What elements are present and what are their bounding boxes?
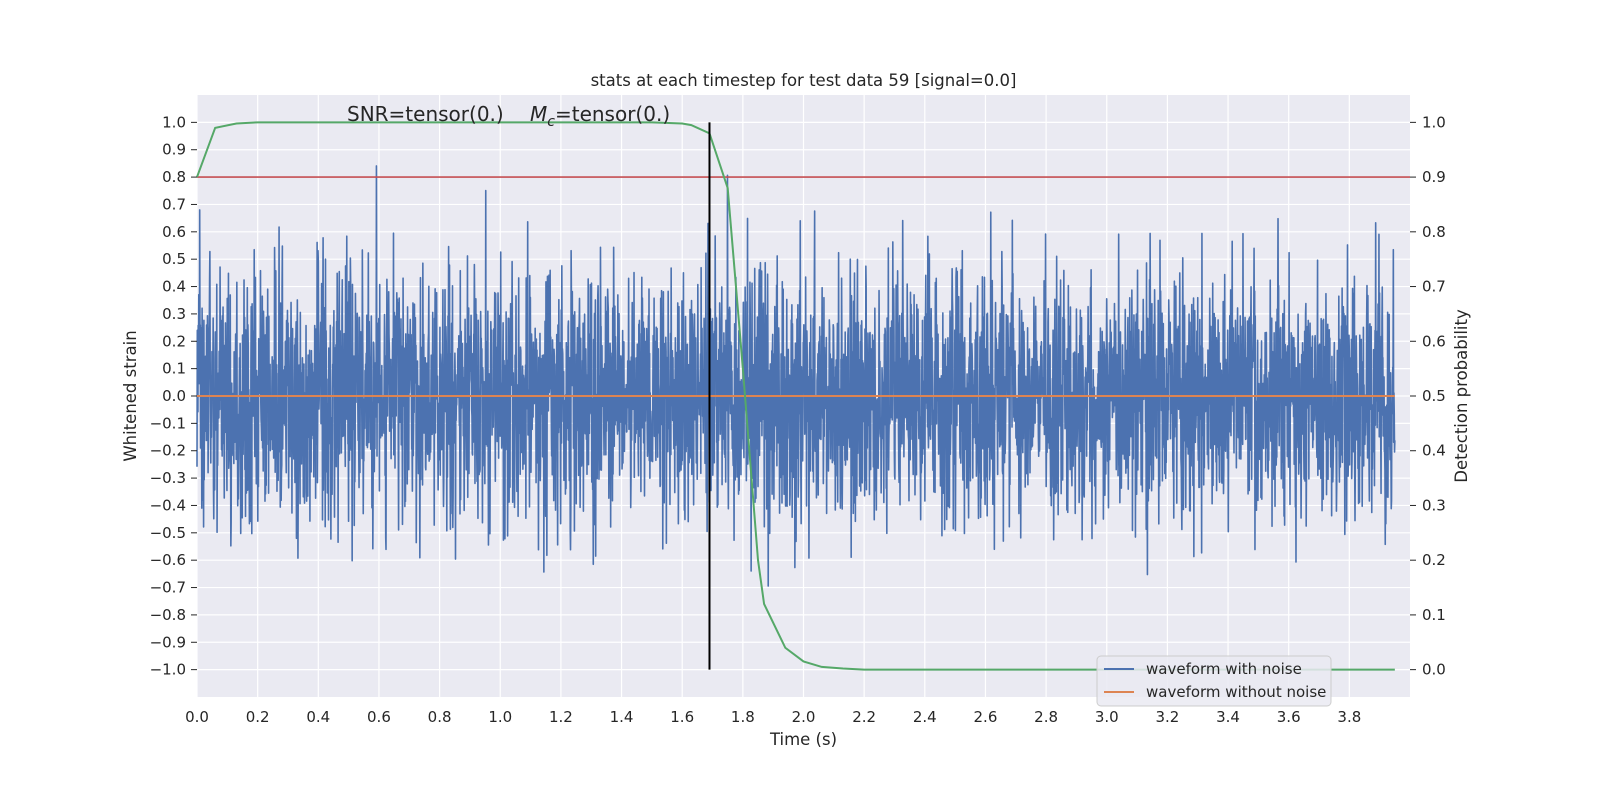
y-tick-label: −1.0 (150, 661, 186, 679)
x-tick-label: 2.0 (792, 708, 816, 726)
y-tick-label: 0.0 (162, 387, 186, 405)
y2-tick-label: 0.5 (1422, 387, 1446, 405)
x-axis-label: Time (s) (769, 730, 837, 749)
x-tick-label: 2.8 (1034, 708, 1058, 726)
y-tick-label: 0.2 (162, 332, 186, 350)
x-tick-label: 0.6 (367, 708, 391, 726)
x-tick-label: 2.6 (974, 708, 998, 726)
y2-tick-label: 1.0 (1422, 113, 1446, 131)
y2-tick-label: 0.4 (1422, 442, 1446, 460)
snr-annotation: SNR=tensor(0.) (347, 102, 504, 126)
y-tick-label: −0.3 (150, 469, 186, 487)
y-tick-label: 0.5 (162, 250, 186, 268)
x-tick-label: 3.0 (1095, 708, 1119, 726)
y-tick-label: 0.7 (162, 195, 186, 213)
y-tick-label: −0.9 (150, 633, 186, 651)
x-tick-label: 1.0 (488, 708, 512, 726)
x-tick-label: 1.6 (670, 708, 694, 726)
x-tick-label: 3.4 (1216, 708, 1240, 726)
y-tick-label: 0.6 (162, 223, 186, 241)
y-axis-label: Whitened strain (121, 330, 140, 461)
mc-symbol: M (530, 102, 547, 126)
y-tick-label: −0.7 (150, 579, 186, 597)
y2-tick-label: 0.0 (1422, 661, 1446, 679)
x-tick-label: 0.8 (428, 708, 452, 726)
y-tick-label: −0.1 (150, 414, 186, 432)
series-waveform-with-noise (196, 165, 1396, 587)
mc-subscript: c (547, 114, 555, 130)
y-tick-label: 0.1 (162, 360, 186, 378)
x-tick-label: 3.8 (1337, 708, 1361, 726)
x-tick-label: 1.4 (610, 708, 634, 726)
y-tick-label: 1.0 (162, 113, 186, 131)
x-tick-label: 0.4 (306, 708, 330, 726)
y-tick-label: 0.4 (162, 278, 186, 296)
x-tick-label: 0.0 (185, 708, 209, 726)
x-tick-label: 0.2 (246, 708, 270, 726)
y-tick-label: −0.4 (150, 496, 186, 514)
y-tick-label: −0.2 (150, 442, 186, 460)
mc-value: =tensor(0.) (555, 102, 670, 126)
x-tick-label: 2.2 (852, 708, 876, 726)
axes: 0.0 0.2 0.4 0.6 0.8 1.0 1.2 1.4 1.6 1.8 2.0 2.2 2.4 2… (150, 113, 1446, 726)
legend-label-clean: waveform without noise (1146, 683, 1326, 701)
chirp-mass-annotation: Mc=tensor(0.) (530, 102, 670, 130)
legend-box (1096, 655, 1332, 707)
y2-tick-label: 0.7 (1422, 278, 1446, 296)
y2-axis-label: Detection probability (1452, 309, 1471, 483)
legend-label-noisy: waveform with noise (1146, 660, 1302, 678)
y2-tick-label: 0.8 (1422, 223, 1446, 241)
chart-title: stats at each timestep for test data 59 … (591, 71, 1017, 90)
x-tick-label: 1.2 (549, 708, 573, 726)
y-tick-label: −0.8 (150, 606, 186, 624)
y-tick-label: −0.5 (150, 524, 186, 542)
y2-tick-label: 0.9 (1422, 168, 1446, 186)
data-layer (196, 121, 1410, 671)
y-tick-label: 0.3 (162, 305, 186, 323)
y-tick-label: 0.8 (162, 168, 186, 186)
x-tick-label: 2.4 (913, 708, 937, 726)
y2-tick-label: 0.2 (1422, 551, 1446, 569)
x-tick-label: 1.8 (731, 708, 755, 726)
y2-tick-label: 0.6 (1422, 332, 1446, 350)
legend: waveform with noise waveform without noi… (1096, 655, 1332, 707)
y2-tick-label: 0.3 (1422, 496, 1446, 514)
series-detection-probability (196, 121, 1395, 671)
y2-tick-label: 0.1 (1422, 606, 1446, 624)
x-tick-label: 3.6 (1277, 708, 1301, 726)
y-tick-label: 0.9 (162, 141, 186, 159)
y-tick-label: −0.6 (150, 551, 186, 569)
x-tick-label: 3.2 (1155, 708, 1179, 726)
